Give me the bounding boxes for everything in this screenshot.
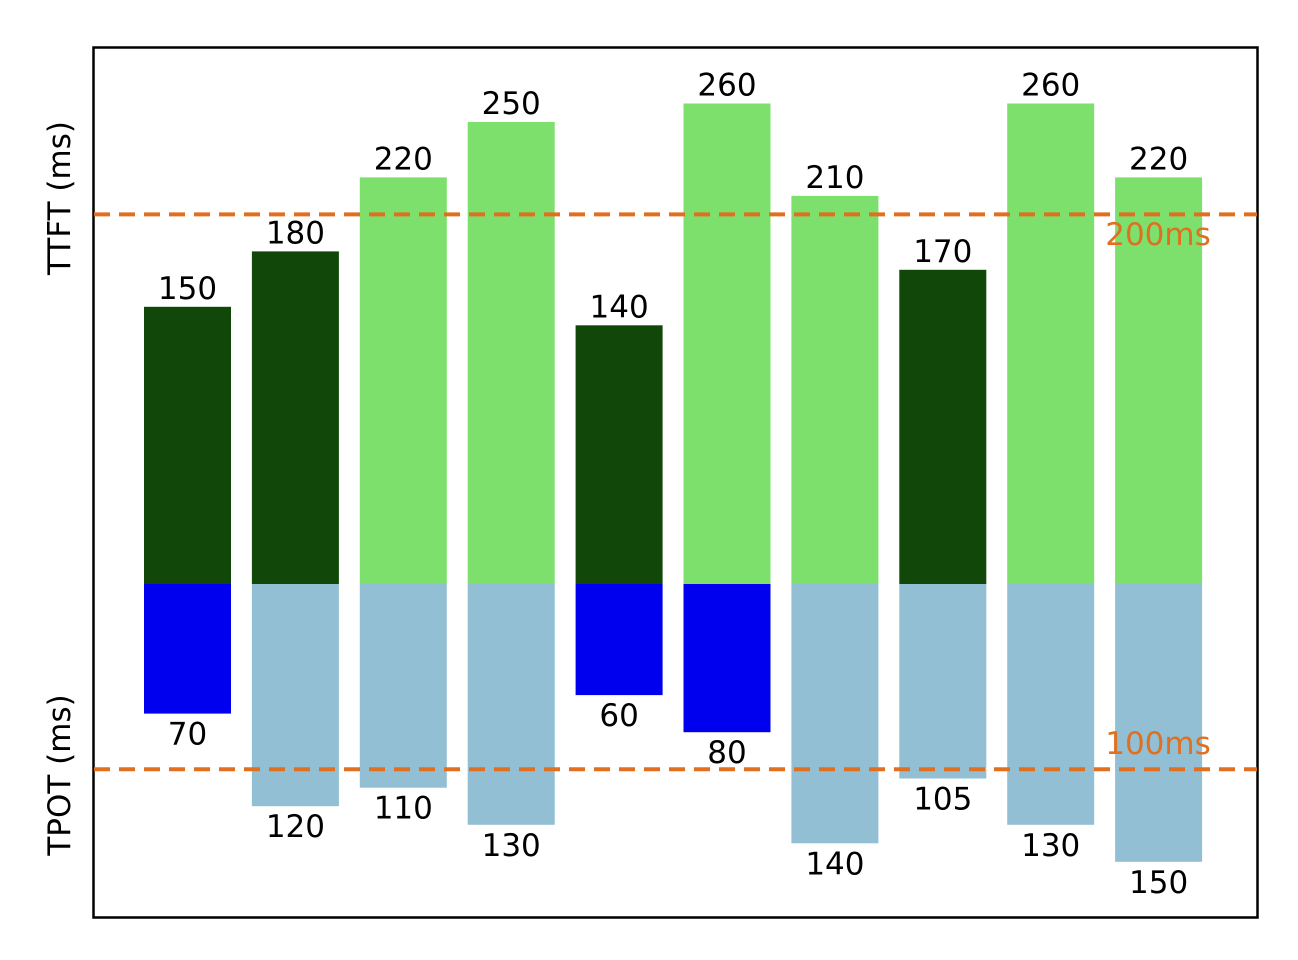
ttft-bar xyxy=(467,122,555,584)
ttft-value-label: 180 xyxy=(266,215,325,251)
ttft-threshold-label: 200ms xyxy=(1105,217,1211,253)
value-labels: 150 180 220 250 140 260 210 170 260 220 70 120 110 13… xyxy=(158,68,1188,901)
ttft-value-label: 210 xyxy=(805,160,864,196)
tpot-value-label: 150 xyxy=(1129,865,1188,901)
ttft-bar xyxy=(899,269,987,584)
tpot-threshold-label: 100ms xyxy=(1105,726,1211,762)
ttft-value-label: 150 xyxy=(158,271,217,307)
tpot-bar xyxy=(899,584,987,779)
tpot-bar xyxy=(251,584,339,807)
ttft-bar xyxy=(1007,103,1095,584)
tpot-value-label: 105 xyxy=(913,782,972,818)
ttft-value-label: 220 xyxy=(374,141,433,177)
ttft-value-label: 220 xyxy=(1129,141,1188,177)
ttft-bar xyxy=(251,251,339,584)
tpot-bar xyxy=(1115,584,1203,862)
tpot-value-label: 80 xyxy=(707,735,746,771)
tpot-bars xyxy=(144,584,1203,862)
tpot-bar xyxy=(791,584,879,844)
tpot-bar xyxy=(1007,584,1095,825)
ttft-axis-label: TTFT (ms) xyxy=(42,121,78,276)
tpot-bar xyxy=(683,584,771,733)
ttft-bar xyxy=(359,177,447,584)
tpot-value-label: 120 xyxy=(266,809,325,845)
ttft-bar xyxy=(1115,177,1203,584)
ttft-bar xyxy=(791,195,879,584)
tpot-bar xyxy=(359,584,447,788)
tpot-value-label: 110 xyxy=(374,791,433,827)
tpot-bar xyxy=(144,584,231,714)
ttft-bar xyxy=(683,103,771,584)
threshold-lines xyxy=(94,212,1257,772)
ttft-value-label: 260 xyxy=(697,68,756,104)
tpot-bar xyxy=(575,584,663,696)
ttft-value-label: 140 xyxy=(590,289,649,325)
ttft-value-label: 260 xyxy=(1021,68,1080,104)
tpot-axis-label: TPOT (ms) xyxy=(42,694,78,856)
tpot-value-label: 70 xyxy=(168,717,207,753)
tpot-value-label: 130 xyxy=(482,828,541,864)
tpot-value-label: 140 xyxy=(805,846,864,882)
ttft-bar xyxy=(575,325,663,584)
tpot-value-label: 130 xyxy=(1021,828,1080,864)
ttft-value-label: 250 xyxy=(482,86,541,122)
ttft-value-label: 170 xyxy=(913,234,972,270)
ttft-bar xyxy=(144,306,231,584)
tpot-value-label: 60 xyxy=(599,698,638,734)
ttft-bars xyxy=(144,103,1203,584)
tpot-bar xyxy=(467,584,555,825)
